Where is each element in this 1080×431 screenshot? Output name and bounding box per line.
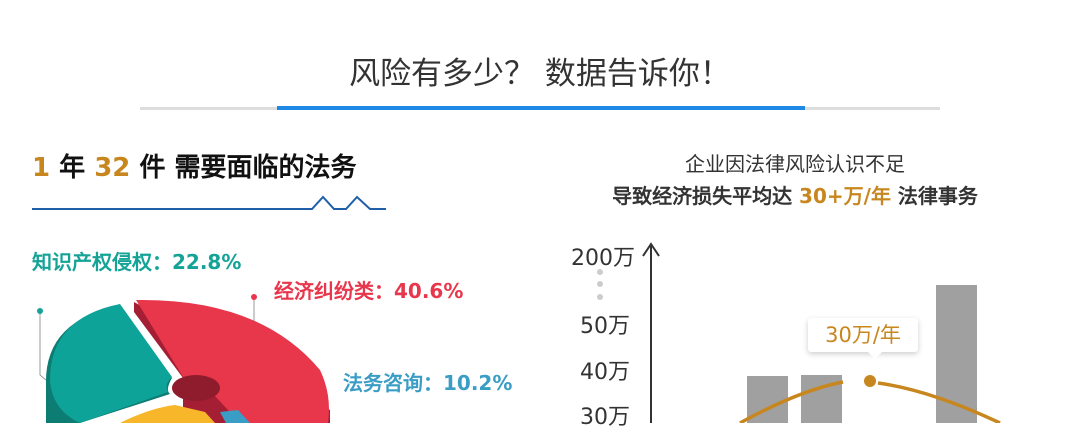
- trend-point: [864, 375, 876, 387]
- subtitle-2-post: 法律事务: [890, 184, 978, 208]
- section-heading: 1 年 32 件 需要面临的法务: [32, 147, 357, 184]
- trend-line: [739, 380, 844, 423]
- axis-arrow-icon: [642, 242, 660, 257]
- bar: [936, 285, 977, 423]
- pie-chart: [32, 195, 386, 423]
- heading-underline: [32, 195, 386, 210]
- pie-slice-ip-top: [50, 304, 172, 423]
- bar-line-chart: [597, 242, 1001, 423]
- subtitle-2-pre: 导致经济损失平均达: [612, 184, 800, 208]
- subtitle-1: 企业因法律风险认识不足: [685, 152, 905, 176]
- y-tick-200: 200万: [571, 246, 635, 271]
- heading-num-cases: 32: [94, 153, 131, 183]
- label-consult: 法务咨询：10.2%: [343, 371, 513, 395]
- y-tick-50: 50万: [580, 314, 630, 339]
- pie-slice-yellow: [120, 405, 215, 423]
- title-divider-accent: [277, 106, 805, 110]
- subtitle-2-highlight: 30+万/年: [799, 184, 891, 208]
- page-title: 风险有多少？ 数据告诉你！: [349, 56, 731, 92]
- pie-slice-consult: [220, 410, 250, 423]
- heading-num-years: 1: [32, 153, 51, 183]
- heading-unit: 年: [50, 153, 95, 183]
- label-ip: 知识产权侵权：22.8%: [32, 250, 242, 274]
- y-tick-40: 40万: [580, 360, 630, 385]
- value-tooltip: 30万/年: [808, 318, 918, 359]
- subtitle-2: 导致经济损失平均达 30+万/年 法律事务: [560, 180, 1030, 209]
- label-economic: 经济纠纷类：40.6%: [274, 279, 464, 303]
- trend-line: [877, 381, 1001, 423]
- heading-rest: 件 需要面临的法务: [130, 153, 357, 183]
- pie-slice-economic: [136, 299, 329, 423]
